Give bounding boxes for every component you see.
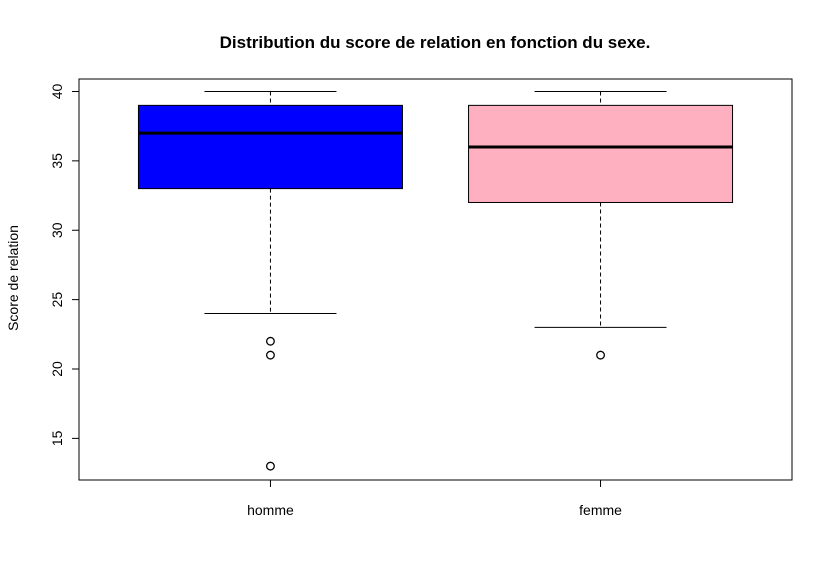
y-tick-label: 35	[49, 153, 65, 169]
y-axis: 15 20 25 30 35 40	[49, 83, 80, 446]
box-homme	[137, 90, 403, 471]
x-tick-label: femme	[579, 502, 622, 518]
outlier-point	[266, 461, 275, 471]
y-tick-label: 40	[49, 83, 65, 99]
y-tick-label: 30	[49, 222, 65, 238]
box-iqr	[468, 104, 734, 203]
y-tick-label: 25	[49, 292, 65, 308]
y-axis-label: Score de relation	[5, 225, 21, 331]
outlier-point	[266, 350, 275, 360]
chart-title: Distribution du score de relation en fon…	[220, 33, 651, 52]
x-tick-label: homme	[247, 502, 294, 518]
y-tick-label: 15	[49, 430, 65, 446]
boxes-group	[137, 90, 734, 471]
y-tick-label: 20	[49, 361, 65, 377]
outlier-point	[596, 350, 605, 360]
box-iqr	[137, 104, 403, 190]
outlier-point	[266, 336, 275, 346]
x-axis: homme femme	[247, 479, 622, 518]
box-femme	[468, 90, 734, 360]
